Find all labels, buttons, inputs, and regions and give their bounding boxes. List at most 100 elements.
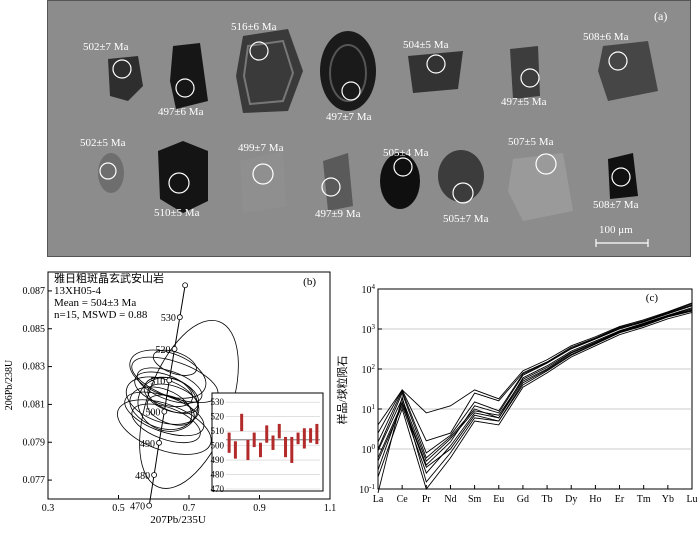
zircon-cl-image-panel: (a) 100 μm 502±7 Ma 497±6 Ma 516±6 Ma 49… [47, 0, 691, 257]
concordia-sample-info: 雅日粗斑晶玄武安山岩 13XH05-4 Mean = 504±3 Ma n=15… [54, 273, 164, 321]
zircon-grain-8 [98, 153, 124, 193]
ree-element-label: Er [615, 494, 625, 505]
age-error-bar [227, 432, 231, 453]
ree-element-label: Eu [493, 494, 504, 505]
zircon-grain-7 [598, 41, 658, 101]
error-ellipse [134, 371, 193, 408]
age-error-bar [258, 442, 262, 458]
ree-plot-frame [377, 288, 693, 490]
y-axis-title: 206Pb/238U [4, 359, 15, 410]
zircon-grain-10 [240, 151, 286, 213]
zircon-grain-14 [508, 153, 573, 221]
concordia-age-label: 520 [156, 345, 171, 356]
ree-y-tick-label: 104 [362, 283, 376, 296]
ree-element-label: Ce [397, 494, 409, 505]
y-tick-label: 0.085 [23, 324, 46, 335]
panel-b-label: (b) [303, 276, 316, 288]
age-label: 505±7 Ma [443, 213, 489, 225]
ree-element-label: Pr [422, 494, 432, 505]
panel-c-label: (c) [646, 292, 659, 304]
inset-y-tick-label: 500 [211, 441, 225, 451]
y-tick-label: 0.079 [23, 437, 46, 448]
x-tick-label: 0.3 [42, 503, 55, 514]
zircon-grain-5 [408, 51, 463, 93]
concordia-age-marker [176, 314, 183, 321]
error-ellipse [131, 356, 219, 403]
error-ellipse [139, 319, 239, 489]
error-ellipse [124, 391, 205, 437]
inset-y-tick-label: 530 [211, 397, 225, 407]
error-ellipse [136, 367, 203, 404]
concordia-age-marker [151, 472, 158, 478]
error-ellipse [146, 394, 195, 426]
age-label: 497±6 Ma [158, 106, 204, 118]
panel-a-label: (a) [654, 9, 668, 23]
age-label: 508±7 Ma [593, 199, 639, 211]
age-error-bar [296, 432, 300, 445]
age-label: 502±7 Ma [83, 41, 129, 53]
concordia-age-label: 500 [145, 408, 160, 419]
zircon-grain-12 [380, 153, 420, 209]
error-ellipse [129, 349, 207, 399]
error-ellipse [131, 403, 201, 444]
age-label: 497±5 Ma [501, 96, 547, 108]
y-tick-label: 0.081 [23, 399, 46, 410]
ree-sample-line [377, 302, 693, 426]
zircon-grain-1 [108, 56, 143, 101]
inset-y-tick-label: 480 [211, 470, 225, 480]
age-error-bar [302, 428, 306, 449]
zircon-grains-drawing [98, 29, 658, 247]
y-tick-label: 0.087 [23, 286, 46, 297]
error-ellipse [152, 349, 197, 376]
ree-element-label: Nd [444, 494, 456, 505]
inset-y-tick-label: 490 [211, 455, 225, 465]
x-axis-title: 207Pb/235U [150, 514, 206, 526]
inset-y-tick-label: 520 [211, 412, 225, 422]
ree-element-label: Dy [565, 494, 577, 505]
ree-y-tick-label: 102 [362, 363, 376, 376]
mean-age: Mean = 504±3 Ma [54, 297, 137, 309]
age-error-bar [271, 435, 275, 450]
ree-sample-line [377, 305, 693, 471]
zircon-grain-11 [321, 153, 353, 211]
inset-y-tick-label: 470 [211, 484, 225, 494]
ree-element-label: Tm [637, 494, 651, 505]
x-tick-label: 0.7 [183, 503, 196, 514]
age-error-bar [315, 423, 319, 445]
ree-element-label: Gd [517, 494, 529, 505]
ree-y-tick-label: 101 [362, 403, 376, 416]
zircon-grain-3 [236, 29, 303, 113]
concordia-age-marker [182, 282, 189, 289]
ree-element-label: Yb [662, 494, 674, 505]
error-ellipse [147, 383, 199, 414]
error-ellipse [125, 376, 200, 425]
concordia-age-marker [171, 346, 178, 352]
age-error-bar [252, 432, 256, 448]
age-label: 510±5 Ma [154, 207, 200, 219]
concordia-age-marker [161, 408, 168, 415]
ree-sample-line [377, 308, 693, 462]
ree-element-label: Tb [542, 494, 553, 505]
age-error-bar [277, 423, 281, 439]
ree-element-label: Sm [468, 494, 482, 505]
y-tick-label: 0.077 [23, 475, 46, 486]
ree-element-label: La [373, 494, 384, 505]
ree-sample-line [377, 309, 693, 474]
age-label: 504±5 Ma [403, 39, 449, 51]
concordia-age-label: 470 [130, 502, 145, 513]
sample-id: 13XH05-4 [54, 285, 102, 297]
age-label: 508±6 Ma [583, 31, 629, 43]
concordia-age-marker [146, 502, 153, 509]
y-tick-label: 0.083 [23, 362, 46, 373]
ree-y-tick-label: 103 [362, 323, 376, 336]
zircon-grain-6 [510, 46, 540, 99]
error-ellipse [129, 386, 193, 430]
ree-sample-line [377, 310, 693, 468]
age-error-bar [240, 413, 244, 432]
age-label: 497±7 Ma [326, 111, 372, 123]
concordia-age-label: 490 [140, 439, 155, 450]
age-error-bar [290, 436, 294, 463]
ree-element-label: Lu [686, 494, 697, 505]
ree-y-tick-label: 10-1 [359, 483, 375, 496]
age-label: 502±5 Ma [80, 137, 126, 149]
